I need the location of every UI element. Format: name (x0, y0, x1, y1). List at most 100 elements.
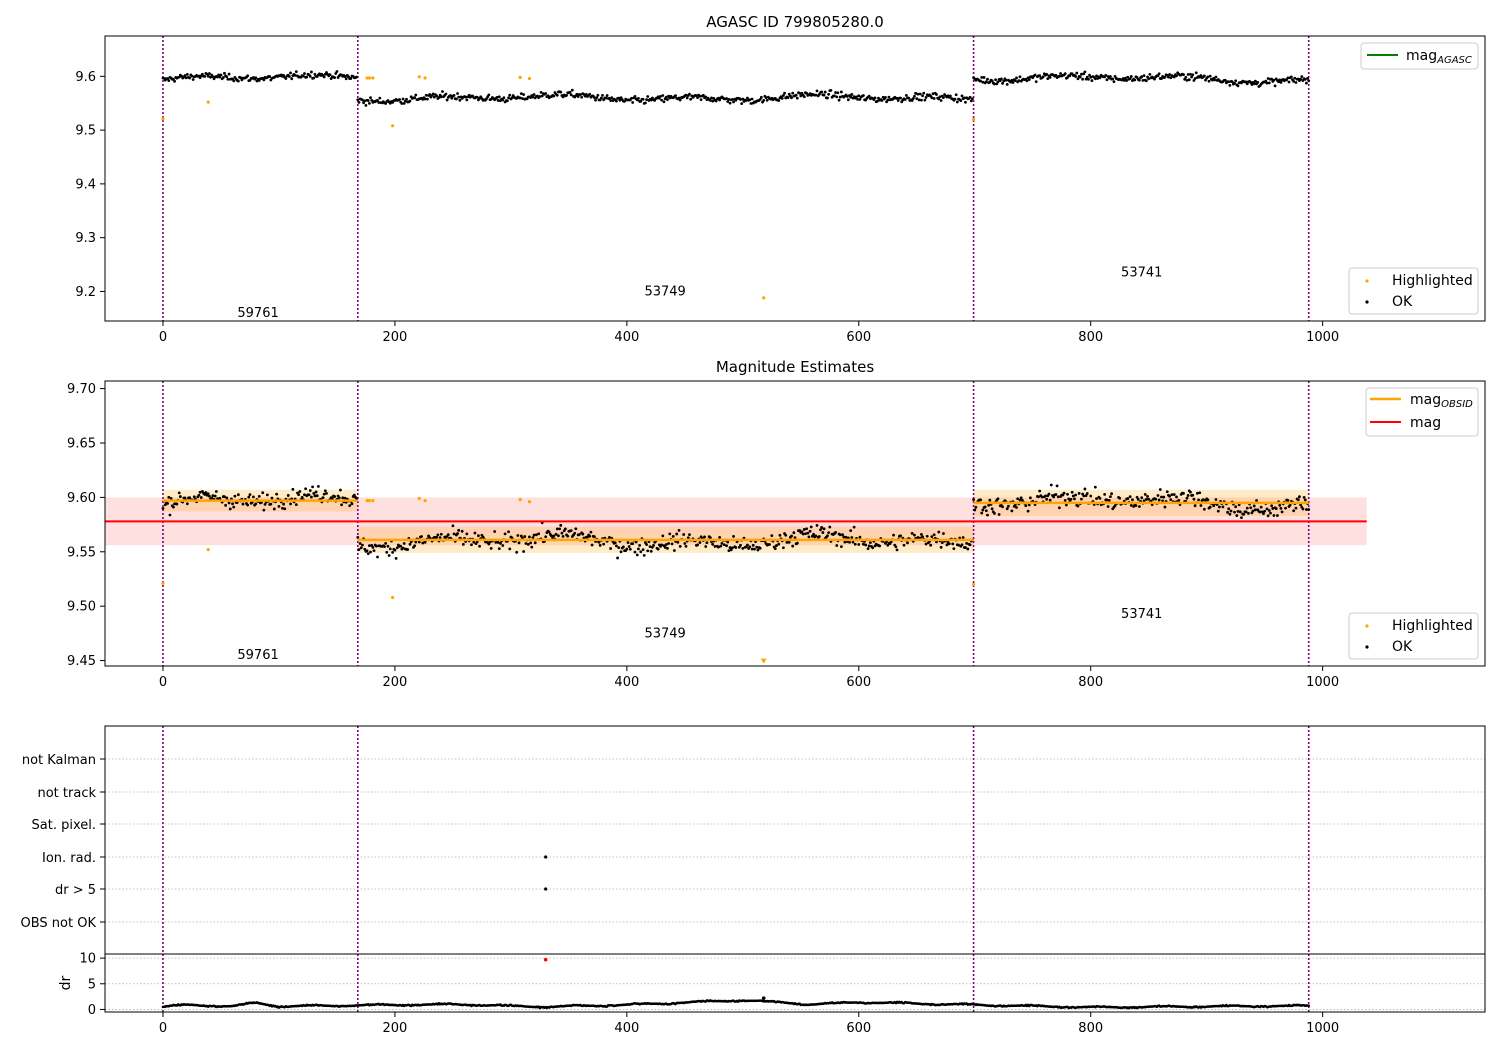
ok-point (750, 97, 754, 101)
ok-point (552, 534, 556, 538)
ok-point (755, 545, 759, 549)
ok-point (1076, 77, 1080, 81)
ok-point (617, 546, 621, 550)
ok-point (966, 547, 970, 551)
ok-point (573, 531, 577, 535)
ok-point (631, 101, 635, 104)
ok-point (748, 98, 752, 102)
ok-point (1305, 81, 1308, 85)
ok-point (580, 95, 584, 99)
legend-ok-label: OK (1392, 294, 1413, 310)
ok-point (986, 77, 989, 81)
highlighted-point (762, 296, 766, 300)
ok-point (739, 98, 742, 101)
ok-point (1054, 493, 1058, 496)
ok-point (1141, 78, 1145, 82)
ok-point (770, 534, 774, 538)
ok-point (867, 94, 871, 98)
ok-point (538, 95, 542, 98)
ok-point (517, 541, 521, 545)
ok-point (851, 540, 855, 544)
ok-point (1233, 81, 1236, 85)
ok-point (790, 96, 793, 100)
ok-point (730, 98, 734, 101)
ok-point (959, 99, 963, 102)
ok-point (566, 534, 570, 538)
ok-point (1005, 82, 1009, 86)
ok-point (1005, 507, 1009, 511)
ok-point (470, 543, 473, 547)
ok-point (227, 501, 231, 505)
ok-point (968, 95, 972, 99)
ok-point (173, 79, 176, 83)
ok-point (727, 97, 731, 101)
ok-point (218, 496, 222, 500)
ok-point (1247, 511, 1250, 515)
ok-point (1244, 510, 1248, 514)
ok-point (644, 101, 647, 105)
ok-point (659, 95, 662, 98)
ok-point (820, 526, 824, 529)
ok-point (1089, 75, 1093, 79)
ok-point (645, 98, 648, 102)
ok-point (750, 547, 754, 551)
ok-point (232, 505, 236, 509)
ok-point (358, 542, 362, 545)
ok-point (225, 75, 229, 79)
ok-point (598, 543, 602, 547)
ok-point (1238, 510, 1242, 514)
ok-point (814, 534, 818, 538)
ok-point (704, 95, 708, 99)
ok-point (1074, 493, 1078, 497)
ok-point (510, 96, 514, 100)
y-tick-label: 9.50 (67, 600, 96, 615)
ok-point (748, 545, 752, 549)
ok-point (1083, 70, 1087, 74)
ok-point (791, 544, 795, 548)
ok-point (644, 541, 647, 544)
ok-point (848, 540, 851, 544)
ok-point (1020, 498, 1024, 502)
ok-point (420, 535, 423, 538)
ok-point (935, 93, 938, 96)
ok-point (198, 490, 202, 494)
ok-point (1135, 76, 1139, 79)
panel-magnitude-title: Magnitude Estimates (716, 358, 874, 376)
ok-point (1015, 506, 1018, 509)
highlighted-point (371, 499, 375, 503)
ok-point (1194, 71, 1198, 75)
ok-point (1289, 75, 1293, 79)
ok-point (169, 496, 173, 500)
highlighted-point (390, 595, 395, 600)
ok-point (929, 543, 933, 547)
ok-point (1105, 498, 1109, 502)
ok-point (1146, 495, 1149, 498)
ok-point (777, 542, 781, 546)
ok-point (798, 91, 802, 95)
ok-point (395, 546, 399, 550)
ok-point (254, 502, 258, 506)
ok-point (1229, 509, 1233, 513)
ok-point (1095, 497, 1098, 501)
ok-point (233, 494, 237, 498)
ok-point (1154, 497, 1158, 501)
x-tick-label: 1000 (1306, 1021, 1339, 1036)
ok-point (875, 99, 879, 103)
ok-point (1076, 504, 1080, 508)
ok-point (637, 97, 640, 100)
ok-point (1302, 495, 1306, 499)
ok-point (330, 497, 334, 501)
ok-point (894, 545, 898, 549)
highlighted-point (971, 117, 976, 121)
ok-point (1041, 75, 1045, 79)
ok-point (849, 95, 853, 99)
ok-point (487, 93, 491, 97)
ok-point (313, 494, 317, 498)
highlighted-point (161, 581, 165, 585)
ok-point (581, 532, 585, 536)
ok-point (896, 99, 900, 102)
x-tick-label: 800 (1078, 675, 1103, 690)
ok-point (676, 540, 680, 544)
ok-point (711, 542, 715, 546)
ok-point (575, 92, 579, 96)
